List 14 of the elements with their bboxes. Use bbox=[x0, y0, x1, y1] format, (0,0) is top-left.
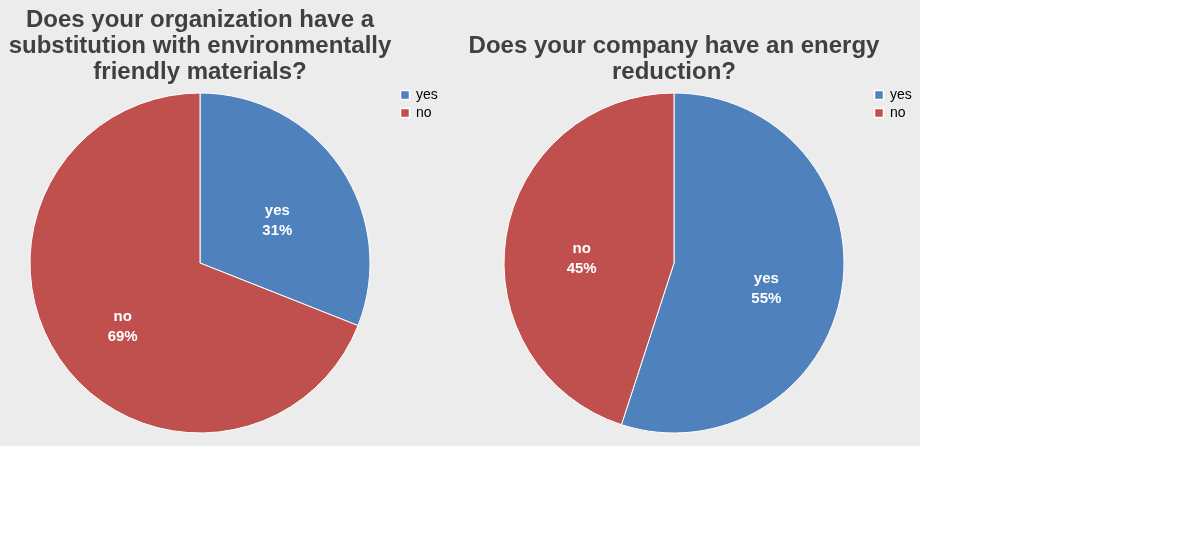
legend-label: yes bbox=[890, 86, 912, 102]
data-label: 45% bbox=[566, 259, 597, 277]
data-label: 69% bbox=[107, 326, 138, 344]
legend-label: no bbox=[890, 104, 906, 120]
chart-title: Does your organization have a substitution with environmentally friendly materials? bbox=[8, 5, 392, 84]
chart-title: Does your company have an energy reduction? bbox=[468, 31, 881, 84]
data-label: 55% bbox=[751, 288, 782, 306]
legend-label: no bbox=[416, 104, 432, 120]
data-label: 31% bbox=[262, 221, 293, 239]
slice-label: yes bbox=[264, 201, 290, 219]
slice-label: yes bbox=[753, 268, 779, 286]
slice-label: no bbox=[572, 239, 591, 257]
legend-label: yes bbox=[416, 86, 438, 102]
slice-label: no bbox=[113, 306, 132, 324]
